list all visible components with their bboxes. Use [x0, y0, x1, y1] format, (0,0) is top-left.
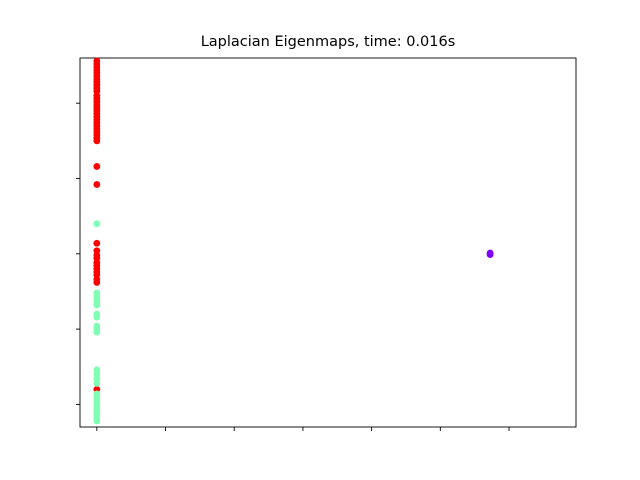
data-point: [93, 417, 101, 425]
data-points: [93, 57, 494, 425]
y-ticks: [76, 102, 80, 405]
chart-title: Laplacian Eigenmaps, time: 0.016s: [200, 34, 456, 50]
x-ticks: [96, 427, 510, 431]
data-point: [486, 251, 494, 258]
data-point: [93, 181, 101, 188]
data-point: [93, 163, 101, 170]
data-point: [93, 313, 101, 321]
data-point: [93, 239, 101, 247]
data-point: [93, 301, 101, 309]
data-point: [93, 137, 101, 145]
data-point: [93, 328, 101, 336]
data-point: [93, 279, 101, 286]
axes-frame: [79, 57, 577, 428]
data-point: [93, 220, 101, 228]
data-point: [93, 379, 101, 387]
